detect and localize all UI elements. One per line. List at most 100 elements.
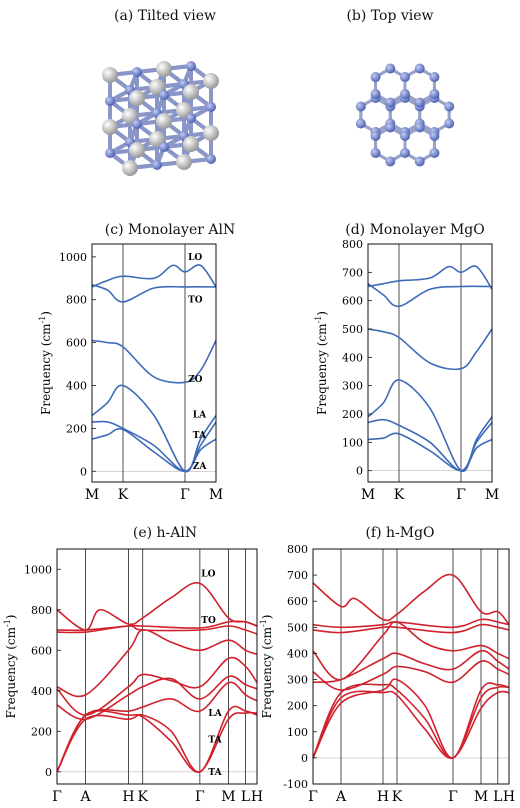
mode-label-la: LA [193,410,207,420]
k-point-label: M [474,789,488,805]
mode-label-la: LA [208,709,222,719]
band-8 [312,690,510,759]
k-point-label: Γ [456,487,466,503]
y-tick-label: 1000 [24,563,52,576]
k-point-label: L [493,789,502,805]
band-6 [56,675,258,721]
mode-label-ta: TA [208,735,222,745]
y-tick-label: 300 [287,674,308,687]
band-4 [91,384,217,473]
y-tick-label: 400 [287,647,308,660]
band-7 [56,681,258,773]
band-1 [367,265,493,290]
y-tick-label: 400 [66,380,87,393]
y-axis-label: Frequency (cm-1) [259,615,274,719]
band-8 [56,705,258,773]
k-point-label: K [394,487,405,503]
band-2 [367,283,493,308]
band-5 [91,420,217,473]
k-point-label: H [251,789,263,805]
k-point-label: M [221,789,235,805]
chart-c-title: (c) Monolayer AlN [104,222,236,238]
k-point-label: K [118,487,129,503]
band-1 [312,573,510,626]
k-point-label: Γ [52,789,62,805]
band-2 [91,283,217,303]
panel-a-title: (a) Tilted view [114,8,216,24]
y-tick-label: 800 [287,543,308,556]
chart-e-title: (e) h-AlN [132,525,198,541]
k-point-label: M [85,487,99,503]
k-point-label: H [122,789,134,805]
band-4 [56,629,258,698]
band-9 [312,683,510,759]
k-point-label: A [80,789,92,805]
y-tick-label: 400 [342,351,363,364]
plot-frame [56,548,258,785]
k-point-label: Γ [180,487,190,503]
band-5 [367,418,493,472]
band-4 [312,621,510,681]
y-tick-label: 800 [342,238,363,251]
band-3 [56,625,258,635]
y-tick-label: 700 [342,266,363,279]
k-point-label: Γ [308,789,318,805]
y-tick-label: 600 [66,337,87,350]
y-tick-label: 0 [80,465,87,478]
k-point-label: K [137,789,148,805]
band-6 [312,660,510,691]
chart-f-title: (f) h-MgO [365,525,435,541]
band-4 [367,379,493,473]
y-tick-label: 1000 [59,251,87,264]
y-tick-label: 500 [342,323,363,336]
band-5 [56,656,258,716]
y-tick-label: 400 [31,685,52,698]
y-tick-label: 0 [301,752,308,765]
y-tick-label: 100 [287,726,308,739]
y-tick-label: 800 [66,294,87,307]
plot-frame [91,243,217,483]
band-3 [367,328,493,371]
chart-c: 0 200 400 600 800 1000 M K Γ M Frequency (cm-1) LO T… [38,243,223,503]
plot-frame [367,243,493,483]
y-tick-label: 200 [31,725,52,738]
y-tick-label: 0 [45,766,52,779]
k-point-label: H [377,789,389,805]
band-3 [91,339,217,384]
y-tick-label: 600 [31,644,52,657]
mode-label-lo: LO [201,569,215,579]
k-point-label: Γ [195,789,205,805]
y-axis-label: Frequency (cm-1) [38,311,53,415]
mode-label-to: TO [201,616,216,626]
k-point-label: K [392,789,403,805]
y-tick-label: 300 [342,380,363,393]
band-6 [367,432,493,472]
y-tick-label: 600 [342,295,363,308]
k-point-label: M [485,487,499,503]
chart-d-title: (d) Monolayer MgO [345,222,485,238]
band-9 [56,710,258,773]
y-tick-label: 200 [287,700,308,713]
band-5 [312,649,510,683]
y-tick-label: 0 [356,465,363,478]
band-6 [91,428,217,473]
k-point-label: L [241,789,250,805]
mode-label-za: ZA [193,462,208,472]
k-point-label: H [503,789,515,805]
panel-b-title: (b) Top view [346,8,434,24]
band-3 [312,623,510,634]
plot-frame [312,548,510,785]
band-2 [56,620,258,632]
y-tick-label: -100 [283,778,308,791]
y-tick-label: 800 [31,604,52,617]
band-7 [312,678,510,759]
mode-label-ta: TA [193,431,207,441]
y-axis-label: Frequency (cm-1) [3,615,18,719]
mode-label-zo: ZO [188,375,203,385]
band-1 [91,264,217,288]
y-axis-label: Frequency (cm-1) [314,311,329,415]
y-tick-label: 200 [66,422,87,435]
